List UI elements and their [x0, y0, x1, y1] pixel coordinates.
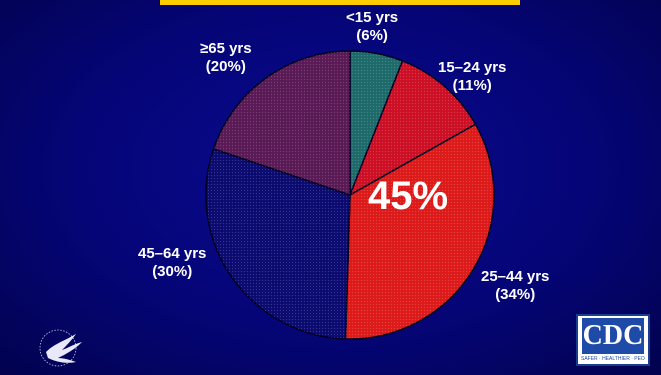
slice-label-range: <15 yrs — [346, 9, 399, 26]
slice-label-percent: (20%) — [205, 58, 246, 75]
slice-label-range: 25–44 yrs — [481, 268, 550, 285]
slice-label-percent: (6%) — [356, 27, 388, 44]
slice-label-under-15: <15 yrs (6%) — [346, 9, 398, 45]
slice-label-65-plus: ≥65 yrs (20%) — [200, 40, 252, 76]
cdc-logo-text: CDC — [582, 318, 644, 354]
pie-slice-texture — [345, 124, 495, 339]
slice-label-range: ≥65 yrs — [200, 40, 252, 57]
slice-label-range: 45–64 yrs — [138, 245, 207, 262]
hhs-eagle-logo — [39, 329, 82, 367]
slice-label-25-44: 25–44 yrs (34%) — [481, 268, 549, 304]
slice-label-percent: (34%) — [495, 286, 536, 303]
slice-label-range: 15–24 yrs — [438, 59, 507, 76]
cdc-logo: CDC SAFER · HEALTHIER · PEOPLE — [576, 314, 650, 366]
pie-slice-texture — [213, 50, 350, 195]
pie-slice-texture — [350, 51, 403, 195]
slice-label-45-64: 45–64 yrs (30%) — [138, 245, 206, 281]
title-strip — [160, 0, 520, 5]
cdc-logo-tagline: SAFER · HEALTHIER · PEOPLE — [581, 356, 645, 362]
pie-slice-texture — [205, 148, 350, 339]
combined-percent-annotation: 45% — [368, 174, 449, 218]
slice-label-percent: (30%) — [152, 263, 193, 280]
pie-slice-texture — [350, 60, 476, 195]
slice-label-percent: (11%) — [452, 77, 492, 94]
slice-label-15-24: 15–24 yrs (11%) — [438, 59, 506, 95]
